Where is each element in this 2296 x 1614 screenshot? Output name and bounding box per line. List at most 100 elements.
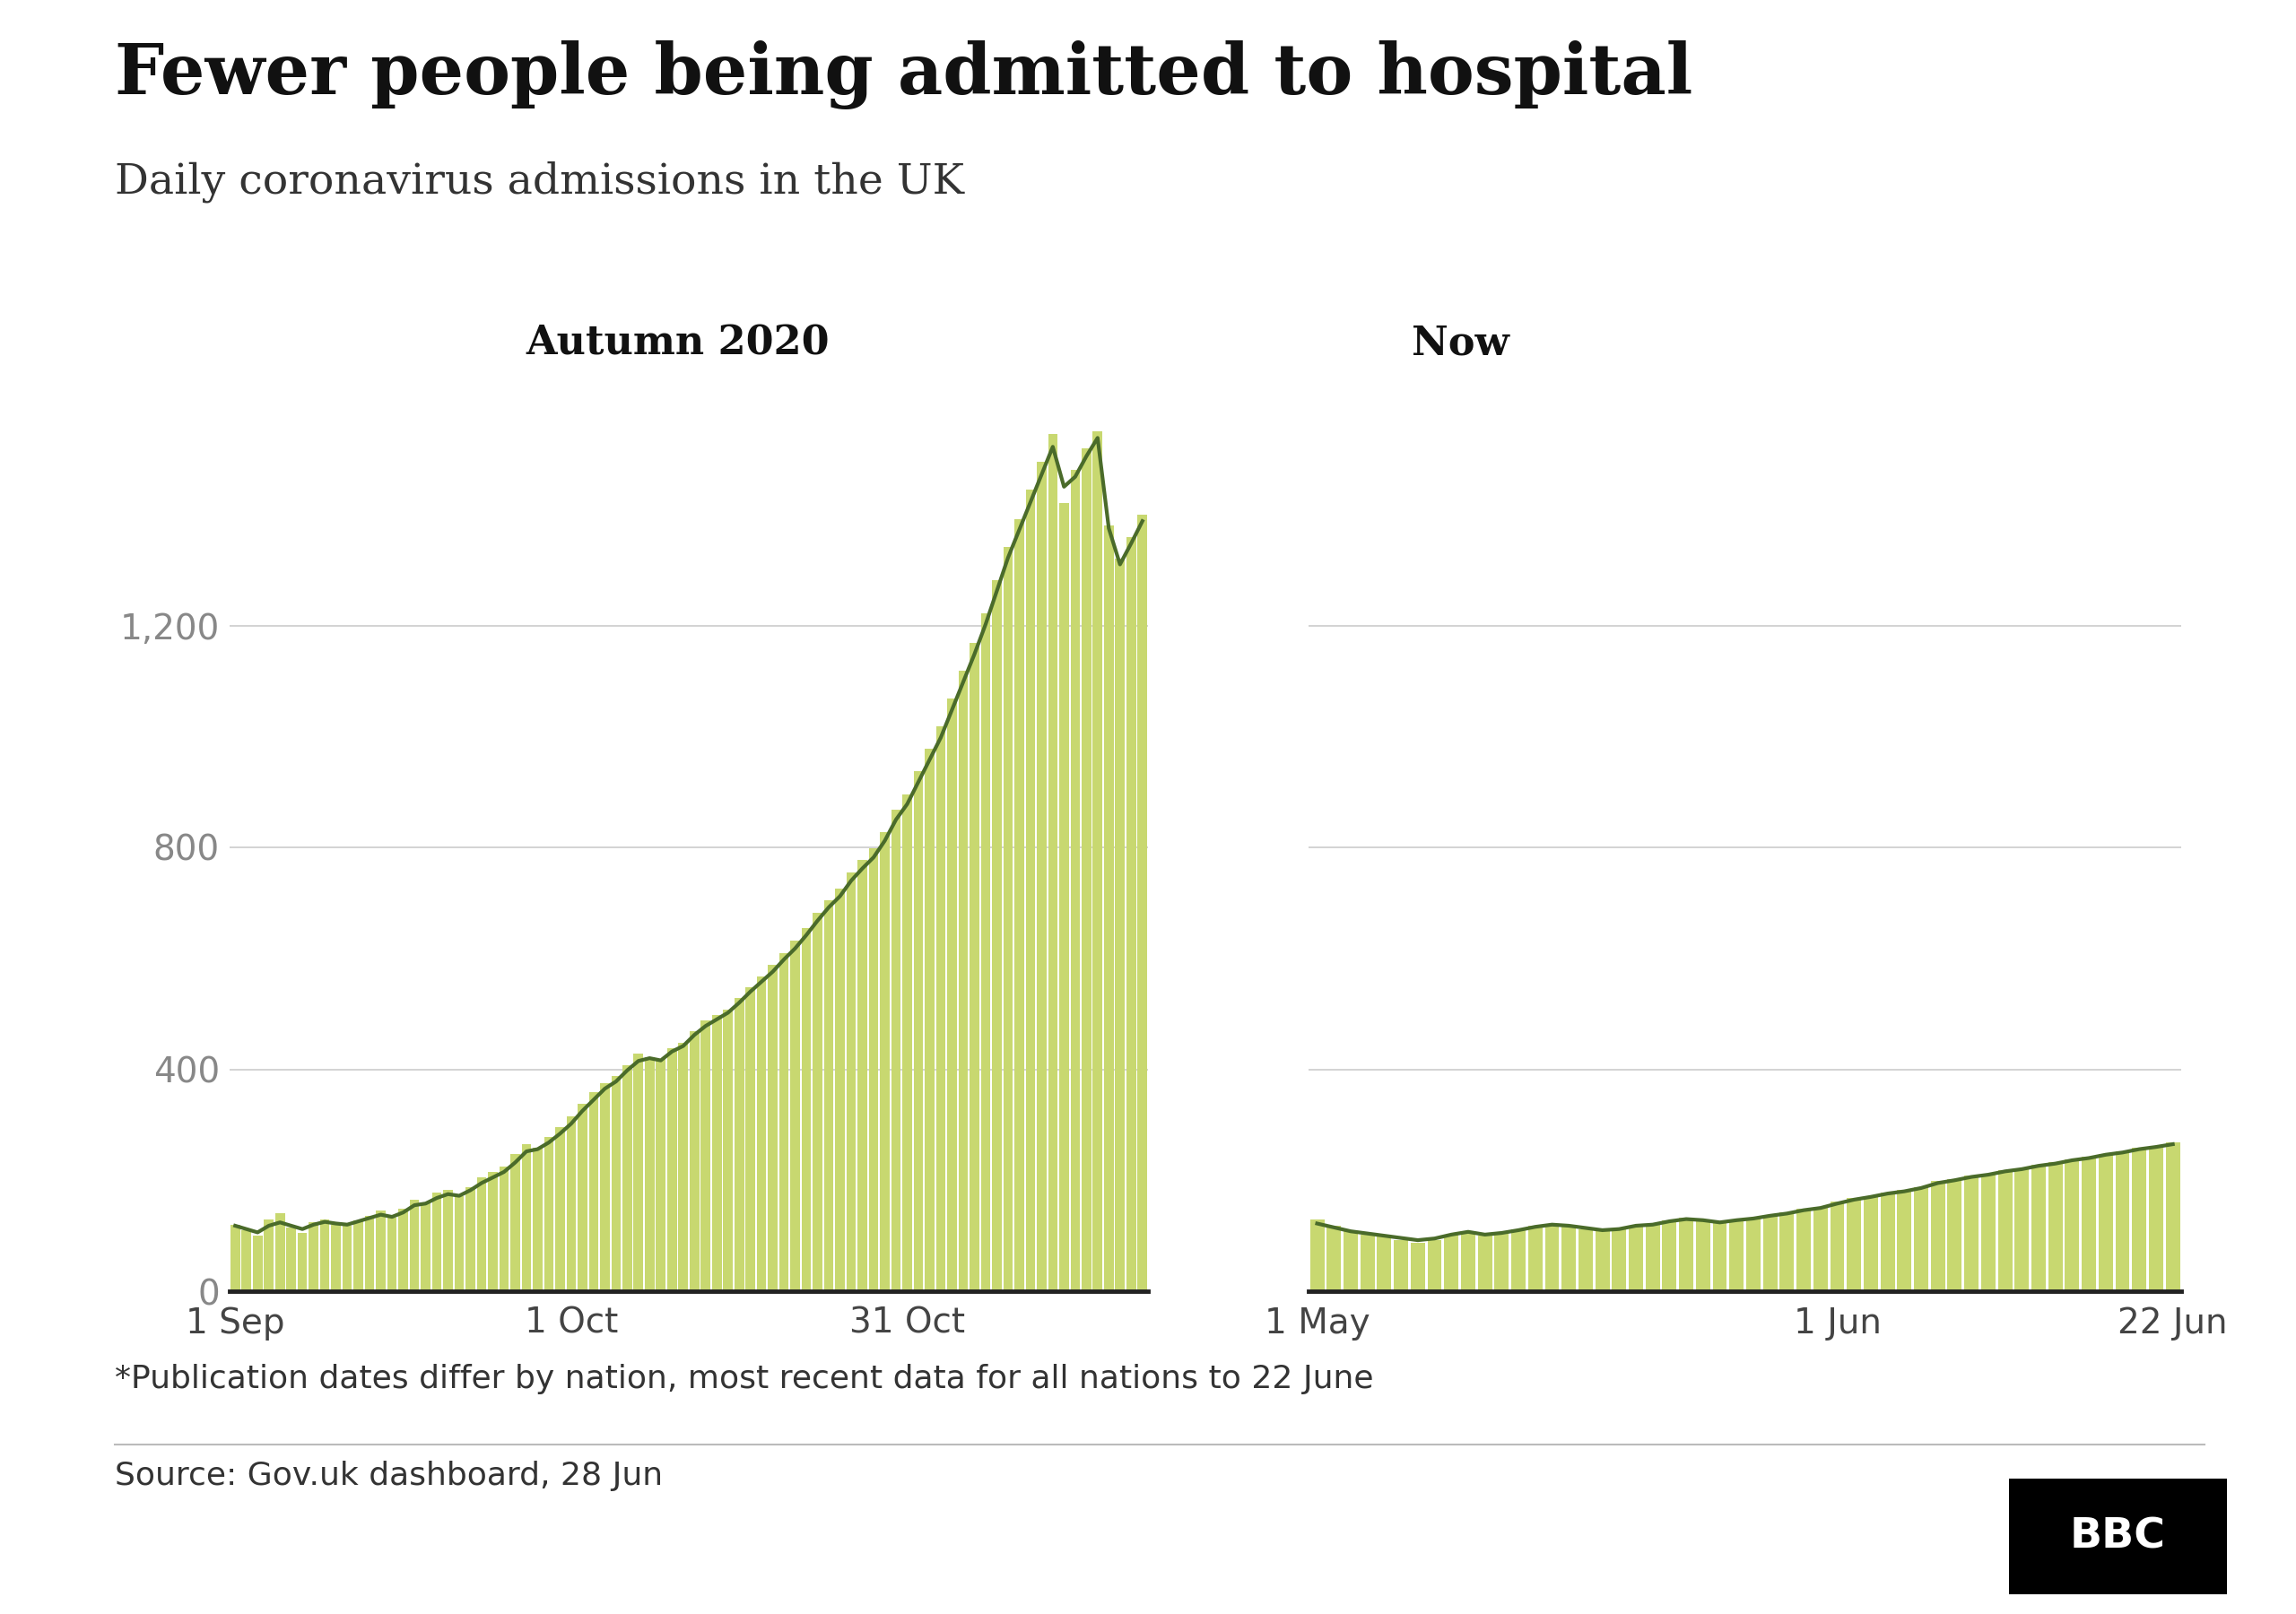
- Bar: [1561, 1225, 1575, 1291]
- Bar: [310, 1222, 319, 1291]
- Bar: [790, 941, 799, 1291]
- Bar: [859, 860, 868, 1291]
- Bar: [879, 831, 889, 1291]
- Bar: [400, 1209, 409, 1291]
- Bar: [319, 1219, 331, 1291]
- Bar: [2149, 1146, 2163, 1291]
- Bar: [2133, 1148, 2147, 1291]
- Bar: [1697, 1220, 1711, 1291]
- Bar: [1646, 1223, 1660, 1291]
- Bar: [668, 1047, 677, 1291]
- Bar: [489, 1172, 498, 1291]
- Bar: [611, 1077, 620, 1291]
- Bar: [1981, 1173, 1995, 1291]
- Bar: [1127, 536, 1137, 1291]
- Text: BBC: BBC: [2071, 1517, 2165, 1556]
- Bar: [1864, 1196, 1878, 1291]
- Bar: [2048, 1162, 2062, 1291]
- Bar: [1795, 1209, 1812, 1291]
- Bar: [377, 1210, 386, 1291]
- Bar: [957, 671, 969, 1291]
- Bar: [723, 1009, 732, 1291]
- Bar: [1545, 1223, 1559, 1291]
- Bar: [521, 1144, 530, 1291]
- Bar: [969, 642, 978, 1291]
- Bar: [1763, 1215, 1777, 1291]
- Bar: [1678, 1219, 1694, 1291]
- Bar: [1779, 1212, 1793, 1291]
- Bar: [1896, 1190, 1913, 1291]
- Bar: [868, 849, 879, 1291]
- Bar: [365, 1217, 374, 1291]
- Bar: [443, 1190, 452, 1291]
- Bar: [891, 810, 900, 1291]
- Bar: [801, 928, 810, 1291]
- Bar: [1713, 1222, 1727, 1291]
- Bar: [634, 1054, 643, 1291]
- Bar: [1612, 1230, 1626, 1291]
- Bar: [1662, 1220, 1676, 1291]
- Bar: [342, 1225, 351, 1291]
- Bar: [241, 1230, 250, 1291]
- FancyBboxPatch shape: [2009, 1478, 2227, 1595]
- Bar: [758, 976, 767, 1291]
- Bar: [567, 1117, 576, 1291]
- Bar: [1378, 1236, 1391, 1291]
- Bar: [847, 872, 856, 1291]
- Bar: [778, 952, 790, 1291]
- Bar: [657, 1059, 666, 1291]
- Bar: [420, 1204, 429, 1291]
- Bar: [579, 1104, 588, 1291]
- Bar: [588, 1093, 599, 1291]
- Bar: [533, 1148, 542, 1291]
- Bar: [1081, 447, 1091, 1291]
- Bar: [1428, 1240, 1442, 1291]
- Bar: [409, 1199, 420, 1291]
- Bar: [1070, 470, 1079, 1291]
- Bar: [432, 1193, 441, 1291]
- Bar: [992, 579, 1001, 1291]
- Bar: [1003, 547, 1013, 1291]
- Bar: [2082, 1157, 2096, 1291]
- Bar: [2099, 1154, 2112, 1291]
- Bar: [230, 1225, 241, 1291]
- Bar: [1444, 1235, 1458, 1291]
- Bar: [824, 901, 833, 1291]
- Bar: [2032, 1165, 2046, 1291]
- Bar: [478, 1178, 487, 1291]
- Bar: [2014, 1169, 2030, 1291]
- Bar: [1747, 1219, 1761, 1291]
- Bar: [1104, 526, 1114, 1291]
- Bar: [1116, 558, 1125, 1291]
- Bar: [599, 1083, 608, 1291]
- Bar: [677, 1043, 689, 1291]
- Bar: [331, 1225, 340, 1291]
- Bar: [712, 1015, 721, 1291]
- Bar: [1830, 1201, 1844, 1291]
- Bar: [645, 1057, 654, 1291]
- Bar: [556, 1128, 565, 1291]
- Bar: [1628, 1225, 1644, 1291]
- Bar: [276, 1214, 285, 1291]
- Bar: [510, 1154, 519, 1291]
- Bar: [1729, 1220, 1743, 1291]
- Bar: [253, 1236, 262, 1291]
- Bar: [1596, 1231, 1609, 1291]
- Bar: [813, 914, 822, 1291]
- Bar: [1026, 489, 1035, 1291]
- Bar: [914, 771, 923, 1291]
- Text: Daily coronavirus admissions in the UK: Daily coronavirus admissions in the UK: [115, 161, 964, 203]
- Bar: [1343, 1231, 1357, 1291]
- Bar: [1814, 1207, 1828, 1291]
- Bar: [925, 749, 934, 1291]
- Bar: [1915, 1186, 1929, 1291]
- Bar: [948, 699, 957, 1291]
- Bar: [544, 1136, 553, 1291]
- Bar: [264, 1219, 273, 1291]
- Bar: [700, 1020, 709, 1291]
- Bar: [980, 613, 990, 1291]
- Bar: [2165, 1143, 2179, 1291]
- Text: Now: Now: [1412, 324, 1511, 363]
- Bar: [1327, 1225, 1341, 1291]
- Bar: [1577, 1230, 1593, 1291]
